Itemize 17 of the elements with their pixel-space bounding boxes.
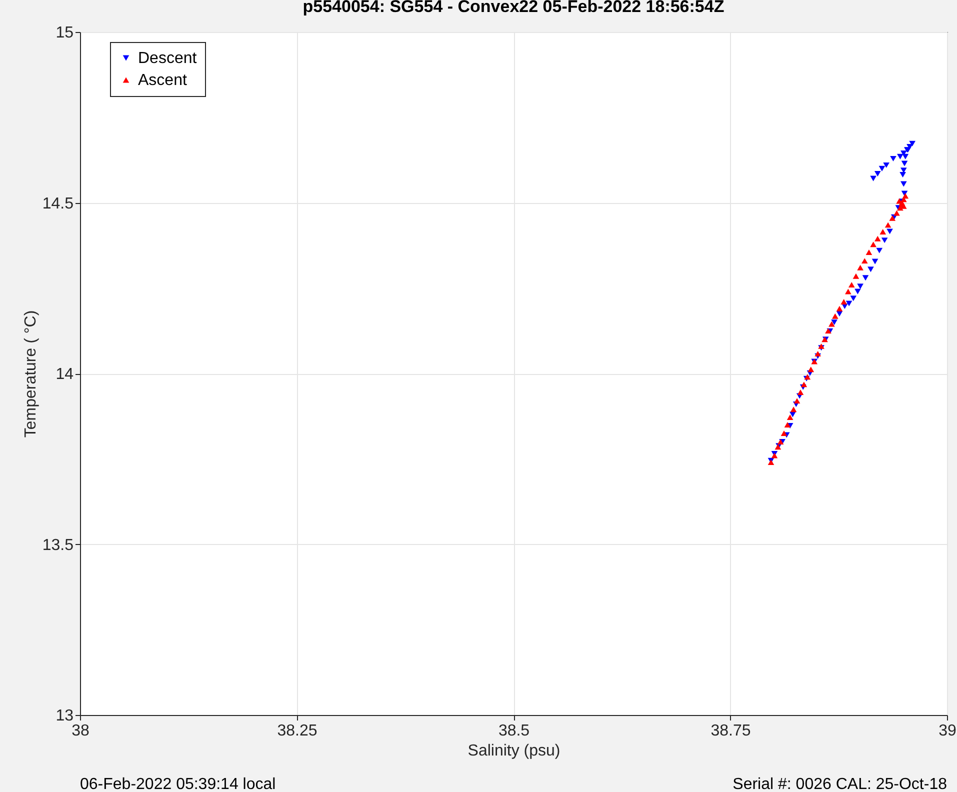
y-axis-title: Temperature ( °C) bbox=[22, 310, 40, 438]
x-tick-label: 38.5 bbox=[498, 722, 530, 740]
y-tick-label: 14.5 bbox=[42, 195, 74, 212]
y-tick-label: 13.5 bbox=[42, 536, 74, 554]
y-tick-label: 14 bbox=[56, 366, 74, 383]
x-tick-label: 38.25 bbox=[277, 722, 318, 740]
x-axis-title: Salinity (psu) bbox=[468, 742, 560, 760]
x-tick-label: 38.75 bbox=[710, 722, 751, 740]
text: 06-Feb-2022 05:39:14 local bbox=[80, 776, 276, 792]
y-tick-label: 15 bbox=[56, 24, 74, 42]
legend-label: Ascent bbox=[138, 72, 188, 89]
y-tick-label: 13 bbox=[56, 708, 74, 724]
text: Serial #: 0026 CAL: 25-Oct-18 bbox=[732, 776, 948, 792]
x-tick-label: 38 bbox=[72, 722, 90, 740]
legend-label: Descent bbox=[138, 50, 198, 67]
chart-title: p5540054: SG554 - Convex22 05-Feb-2022 18:56:54Z bbox=[302, 0, 724, 16]
x-tick-label: 39 bbox=[938, 722, 956, 740]
